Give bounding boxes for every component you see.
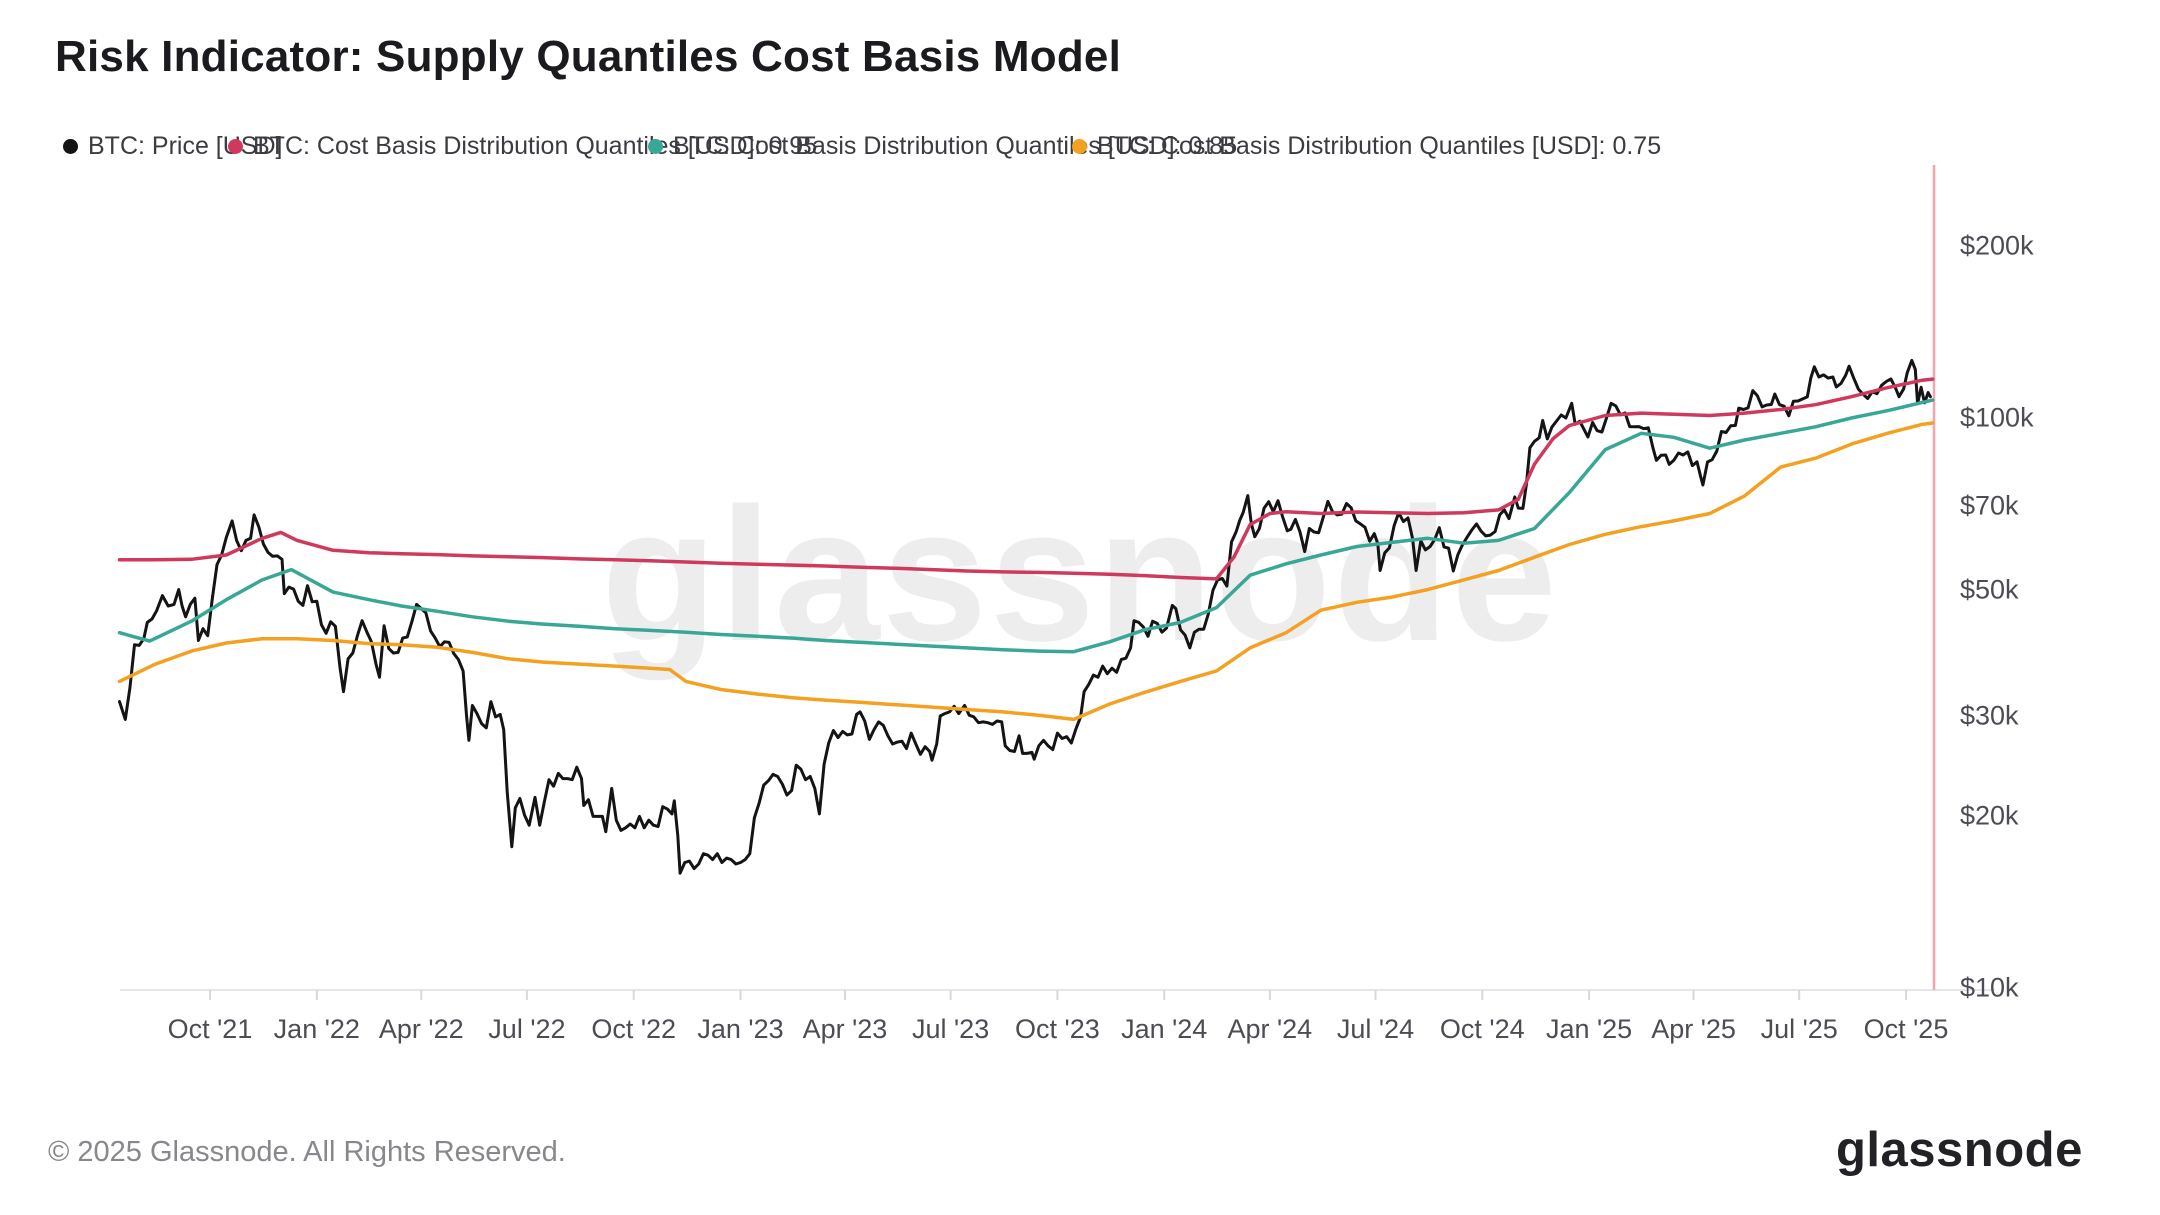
legend-item-2[interactable]: BTC: Cost Basis Distribution Quantiles [… bbox=[648, 132, 1237, 161]
x-axis-tick-label: Jul '22 bbox=[488, 1014, 566, 1044]
x-axis-tick-label: Oct '21 bbox=[167, 1014, 253, 1044]
x-axis-tick-label: Jan '25 bbox=[1545, 1014, 1633, 1044]
y-axis-tick-label: $70k bbox=[1960, 490, 2019, 521]
y-axis-tick-label: $30k bbox=[1960, 700, 2019, 731]
legend-dot-icon bbox=[1072, 139, 1087, 154]
x-axis-tick-label: Jan '24 bbox=[1121, 1014, 1208, 1044]
x-axis-tick-label: Oct '23 bbox=[1015, 1014, 1100, 1044]
legend-item-0[interactable]: BTC: Price [USD] bbox=[63, 132, 282, 161]
series-line-q95 bbox=[117, 377, 1935, 581]
legend-dot-icon bbox=[228, 139, 243, 154]
x-axis-tick-label: Jul '23 bbox=[912, 1014, 990, 1044]
x-axis-tick-label: Jul '24 bbox=[1336, 1014, 1415, 1044]
legend-item-3[interactable]: BTC: Cost Basis Distribution Quantiles [… bbox=[1072, 132, 1661, 161]
legend-item-label: BTC: Cost Basis Distribution Quantiles [… bbox=[1097, 132, 1662, 160]
y-axis-tick-label: $10k bbox=[1960, 972, 2019, 1003]
x-axis-tick-label: Jan '23 bbox=[697, 1014, 784, 1044]
glassnode-logo[interactable]: glassnode bbox=[1836, 1123, 2083, 1177]
series-line-q85 bbox=[117, 398, 1935, 654]
x-axis-tick-label: Apr '23 bbox=[802, 1014, 888, 1044]
legend-dot-icon bbox=[63, 139, 78, 154]
series-line-q75 bbox=[117, 421, 1935, 722]
x-axis-tick-label: Apr '25 bbox=[1651, 1014, 1736, 1044]
page-title: Risk Indicator: Supply Quantiles Cost Ba… bbox=[55, 32, 1121, 81]
footer-copyright: © 2025 Glassnode. All Rights Reserved. bbox=[48, 1136, 566, 1168]
y-axis-tick-label: $20k bbox=[1960, 800, 2019, 831]
x-axis-tick-label: Apr '22 bbox=[378, 1014, 464, 1044]
legend-dot-icon bbox=[648, 139, 663, 154]
x-axis-tick-label: Oct '24 bbox=[1439, 1014, 1525, 1044]
x-axis-tick-label: Jan '22 bbox=[273, 1014, 360, 1044]
y-axis-tick-label: $100k bbox=[1960, 402, 2034, 433]
y-axis-tick-label: $200k bbox=[1960, 230, 2034, 261]
y-axis-tick-label: $50k bbox=[1960, 574, 2019, 605]
legend-item-label: BTC: Cost Basis Distribution Quantiles [… bbox=[673, 132, 1238, 160]
legend-item-label: BTC: Cost Basis Distribution Quantiles [… bbox=[253, 132, 818, 160]
x-axis-tick-label: Oct '22 bbox=[591, 1014, 677, 1044]
legend-item-1[interactable]: BTC: Cost Basis Distribution Quantiles [… bbox=[228, 132, 817, 161]
x-axis-tick-label: Jul '25 bbox=[1760, 1014, 1838, 1044]
legend-item-label: BTC: Price [USD] bbox=[88, 132, 283, 160]
x-axis-tick-label: Apr '24 bbox=[1227, 1014, 1313, 1044]
series-line-price bbox=[118, 358, 1932, 875]
legend: BTC: Price [USD] BTC: Cost Basis Distribu… bbox=[0, 132, 2160, 168]
x-axis-tick-label: Oct '25 bbox=[1863, 1014, 1949, 1044]
